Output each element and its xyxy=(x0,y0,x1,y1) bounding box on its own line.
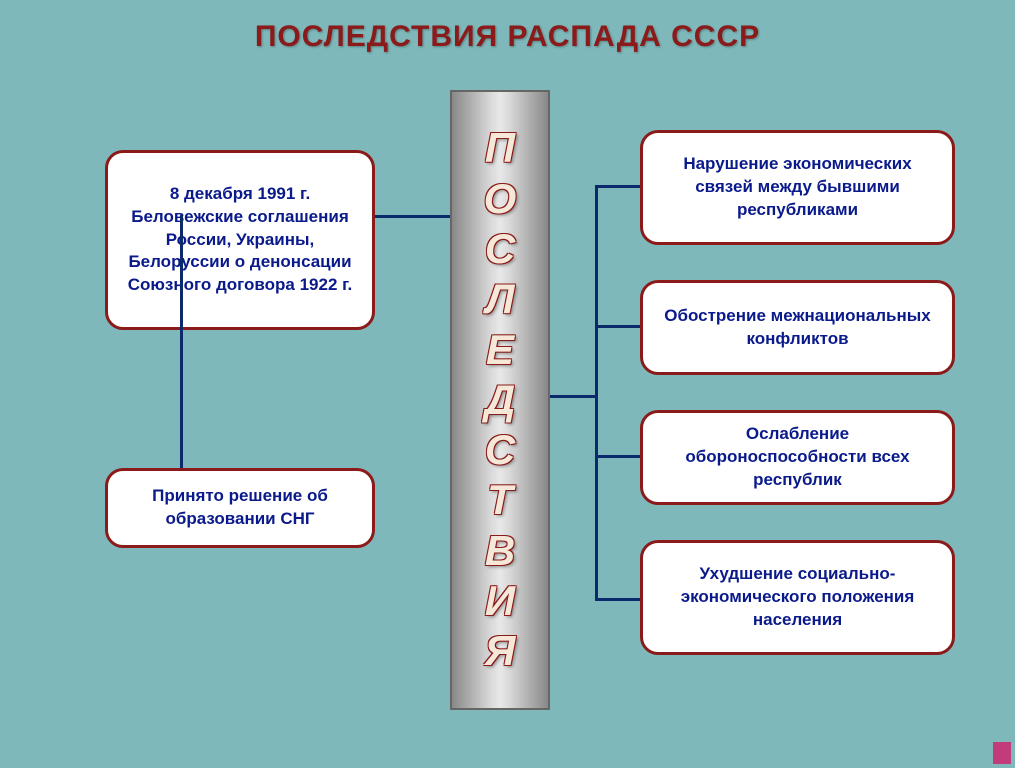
center-letter: П xyxy=(485,124,515,172)
left-box-sng: Принято решение об образовании СНГ xyxy=(105,468,375,548)
connector-right-arm1 xyxy=(595,185,640,188)
center-letter: Е xyxy=(486,326,514,374)
right-box-defense: Ослабление обороноспособности всех респу… xyxy=(640,410,955,505)
center-letter: И xyxy=(485,577,515,625)
connector-left-main xyxy=(375,215,450,218)
right-box-socioeconomic-text: Ухудшение социально-экономического полож… xyxy=(659,563,936,632)
right-box-conflicts: Обострение межнациональных конфликтов xyxy=(640,280,955,375)
right-box-conflicts-text: Обострение межнациональных конфликтов xyxy=(659,305,936,351)
right-box-socioeconomic: Ухудшение социально-экономического полож… xyxy=(640,540,955,655)
connector-left-vert xyxy=(180,215,183,468)
left-box-sng-text: Принято решение об образовании СНГ xyxy=(124,485,356,531)
right-box-economic-text: Нарушение экономических связей между быв… xyxy=(659,153,936,222)
connector-right-vert xyxy=(595,185,598,600)
left-box-belovezh: 8 декабря 1991 г. Беловежские соглашения… xyxy=(105,150,375,330)
corner-mark-icon xyxy=(993,742,1011,764)
right-box-defense-text: Ослабление обороноспособности всех респу… xyxy=(659,423,936,492)
connector-right-arm2 xyxy=(595,325,640,328)
center-letter: Я xyxy=(485,627,516,675)
connector-right-arm3 xyxy=(595,455,640,458)
center-letter: С xyxy=(485,225,515,273)
left-box-belovezh-text: 8 декабря 1991 г. Беловежские соглашения… xyxy=(124,183,356,298)
center-letter: Т xyxy=(487,476,513,524)
center-letter: С xyxy=(485,426,515,474)
center-letter: Д xyxy=(485,376,515,424)
connector-right-arm4 xyxy=(595,598,640,601)
center-letter: В xyxy=(485,527,515,575)
center-vertical-bar: ПОСЛЕДСТВИЯ xyxy=(450,90,550,710)
center-letter: Л xyxy=(486,275,515,323)
connector-right-stem xyxy=(550,395,595,398)
center-letter: О xyxy=(484,175,517,223)
right-box-economic: Нарушение экономических связей между быв… xyxy=(640,130,955,245)
page-title: ПОСЛЕДСТВИЯ РАСПАДА СССР xyxy=(255,20,760,54)
